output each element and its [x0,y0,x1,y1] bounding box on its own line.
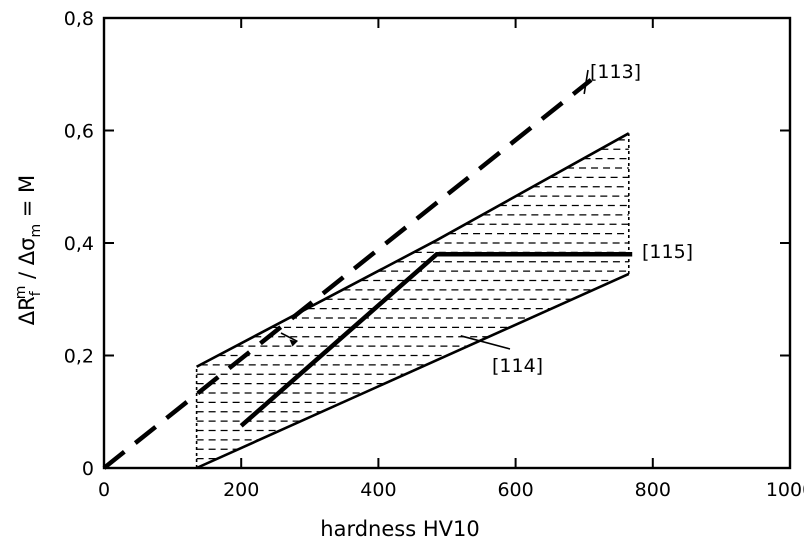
series-114-line [196,272,630,470]
series-layer [102,78,633,470]
y-tick-label: 0,6 [64,121,94,143]
label-113-leader [583,69,589,95]
y-tick-label: 0,8 [64,8,94,30]
scatter-band [195,132,630,468]
series-115-line [239,252,633,428]
y-tick-label: 0,2 [64,346,94,368]
series-label-114: [114] [492,355,543,377]
x-axis-title: hardness HV10 [320,517,479,541]
y-tick-label: 0 [82,458,94,480]
series-label-115: [115] [642,241,693,263]
pointer-arrowhead [289,339,298,347]
band-upper-boundary [196,132,630,368]
x-tick-label: 600 [497,479,533,501]
x-tick-label: 0 [98,479,110,501]
x-tick-label: 800 [635,479,671,501]
y-axis-title: ΔRfm / Δσm = M [13,175,44,325]
labels: hardness HV10 ΔRfm / Δσm = M [113] [115] [… [13,61,693,541]
pointer-mark [280,332,298,343]
y-tick-label: 0,4 [64,233,94,255]
x-tick-label: 400 [360,479,396,501]
x-tick-label: 200 [223,479,259,501]
series-label-113: [113] [590,61,641,83]
series-113-line [102,78,593,470]
label-114-leader [460,335,511,350]
